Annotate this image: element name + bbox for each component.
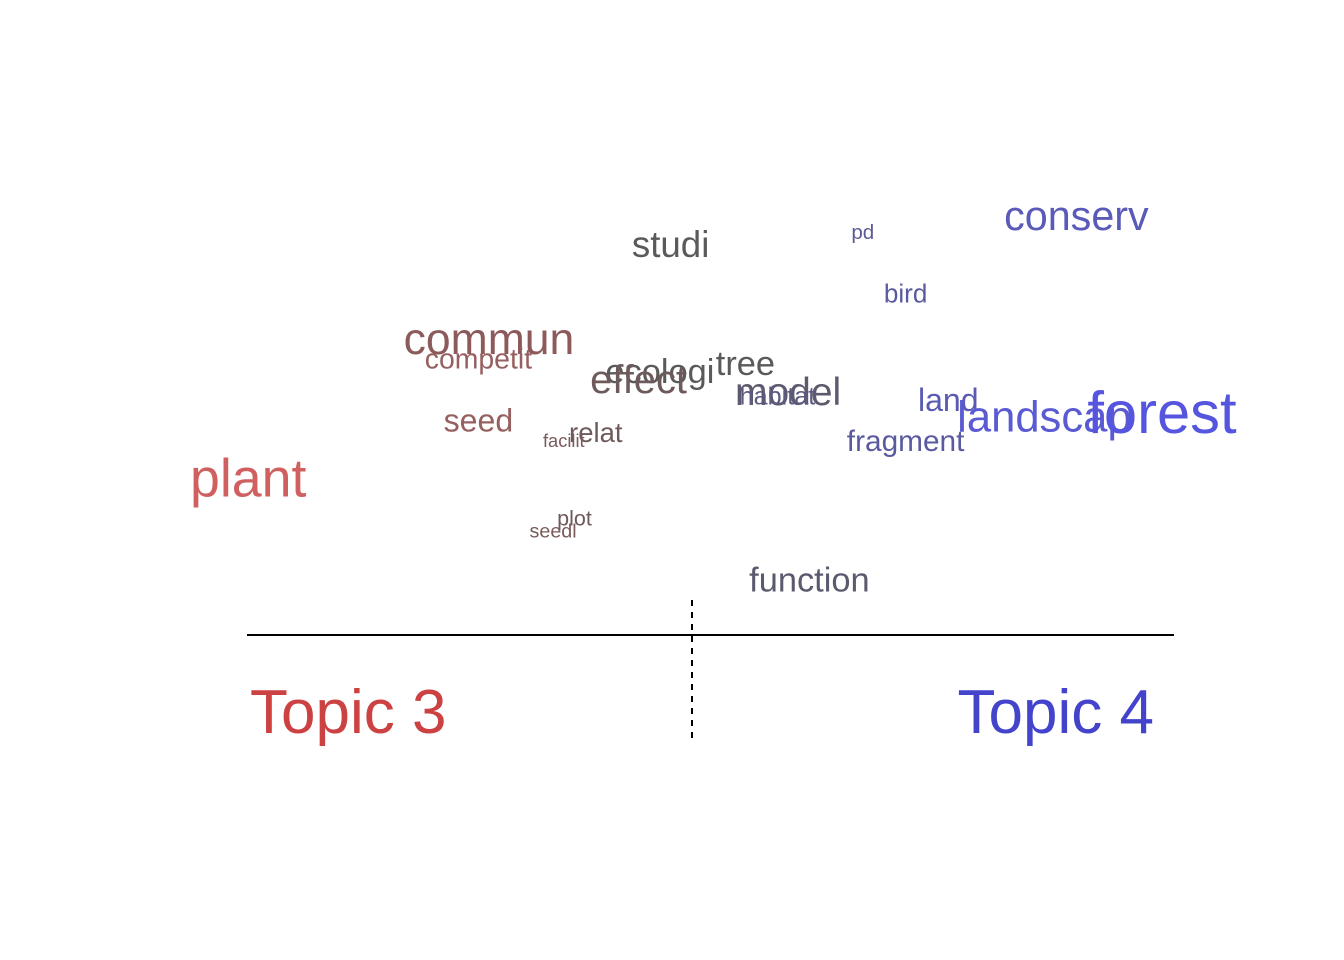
word-commun: commun xyxy=(404,315,575,364)
word-function: function xyxy=(749,562,869,600)
word-land: land xyxy=(918,382,979,418)
word-forest: forest xyxy=(1087,379,1237,446)
word-relat: relat xyxy=(569,417,623,448)
word-plot: plot xyxy=(557,507,592,531)
word-seedl: seedl xyxy=(530,520,577,542)
word-facilit: facilit xyxy=(543,430,585,451)
word-pd: pd xyxy=(851,221,874,244)
word-habitat: habitat xyxy=(740,382,816,410)
topic-4-label: Topic 4 xyxy=(958,678,1154,747)
word-seed: seed xyxy=(444,402,514,438)
word-bird: bird xyxy=(884,278,928,308)
word-fragment: fragment xyxy=(847,425,965,458)
word-tree: tree xyxy=(716,345,775,383)
word-plant: plant xyxy=(190,448,307,508)
word-effect: effect xyxy=(590,358,687,402)
word-ecologi: ecologi xyxy=(605,353,714,391)
word-studi: studi xyxy=(632,224,710,265)
word-conserv: conserv xyxy=(1004,193,1149,239)
word-competit: competit xyxy=(425,344,532,376)
topic-3-label: Topic 3 xyxy=(250,678,446,747)
word-model: model xyxy=(735,371,841,414)
word-landscap: landscap xyxy=(957,393,1132,441)
